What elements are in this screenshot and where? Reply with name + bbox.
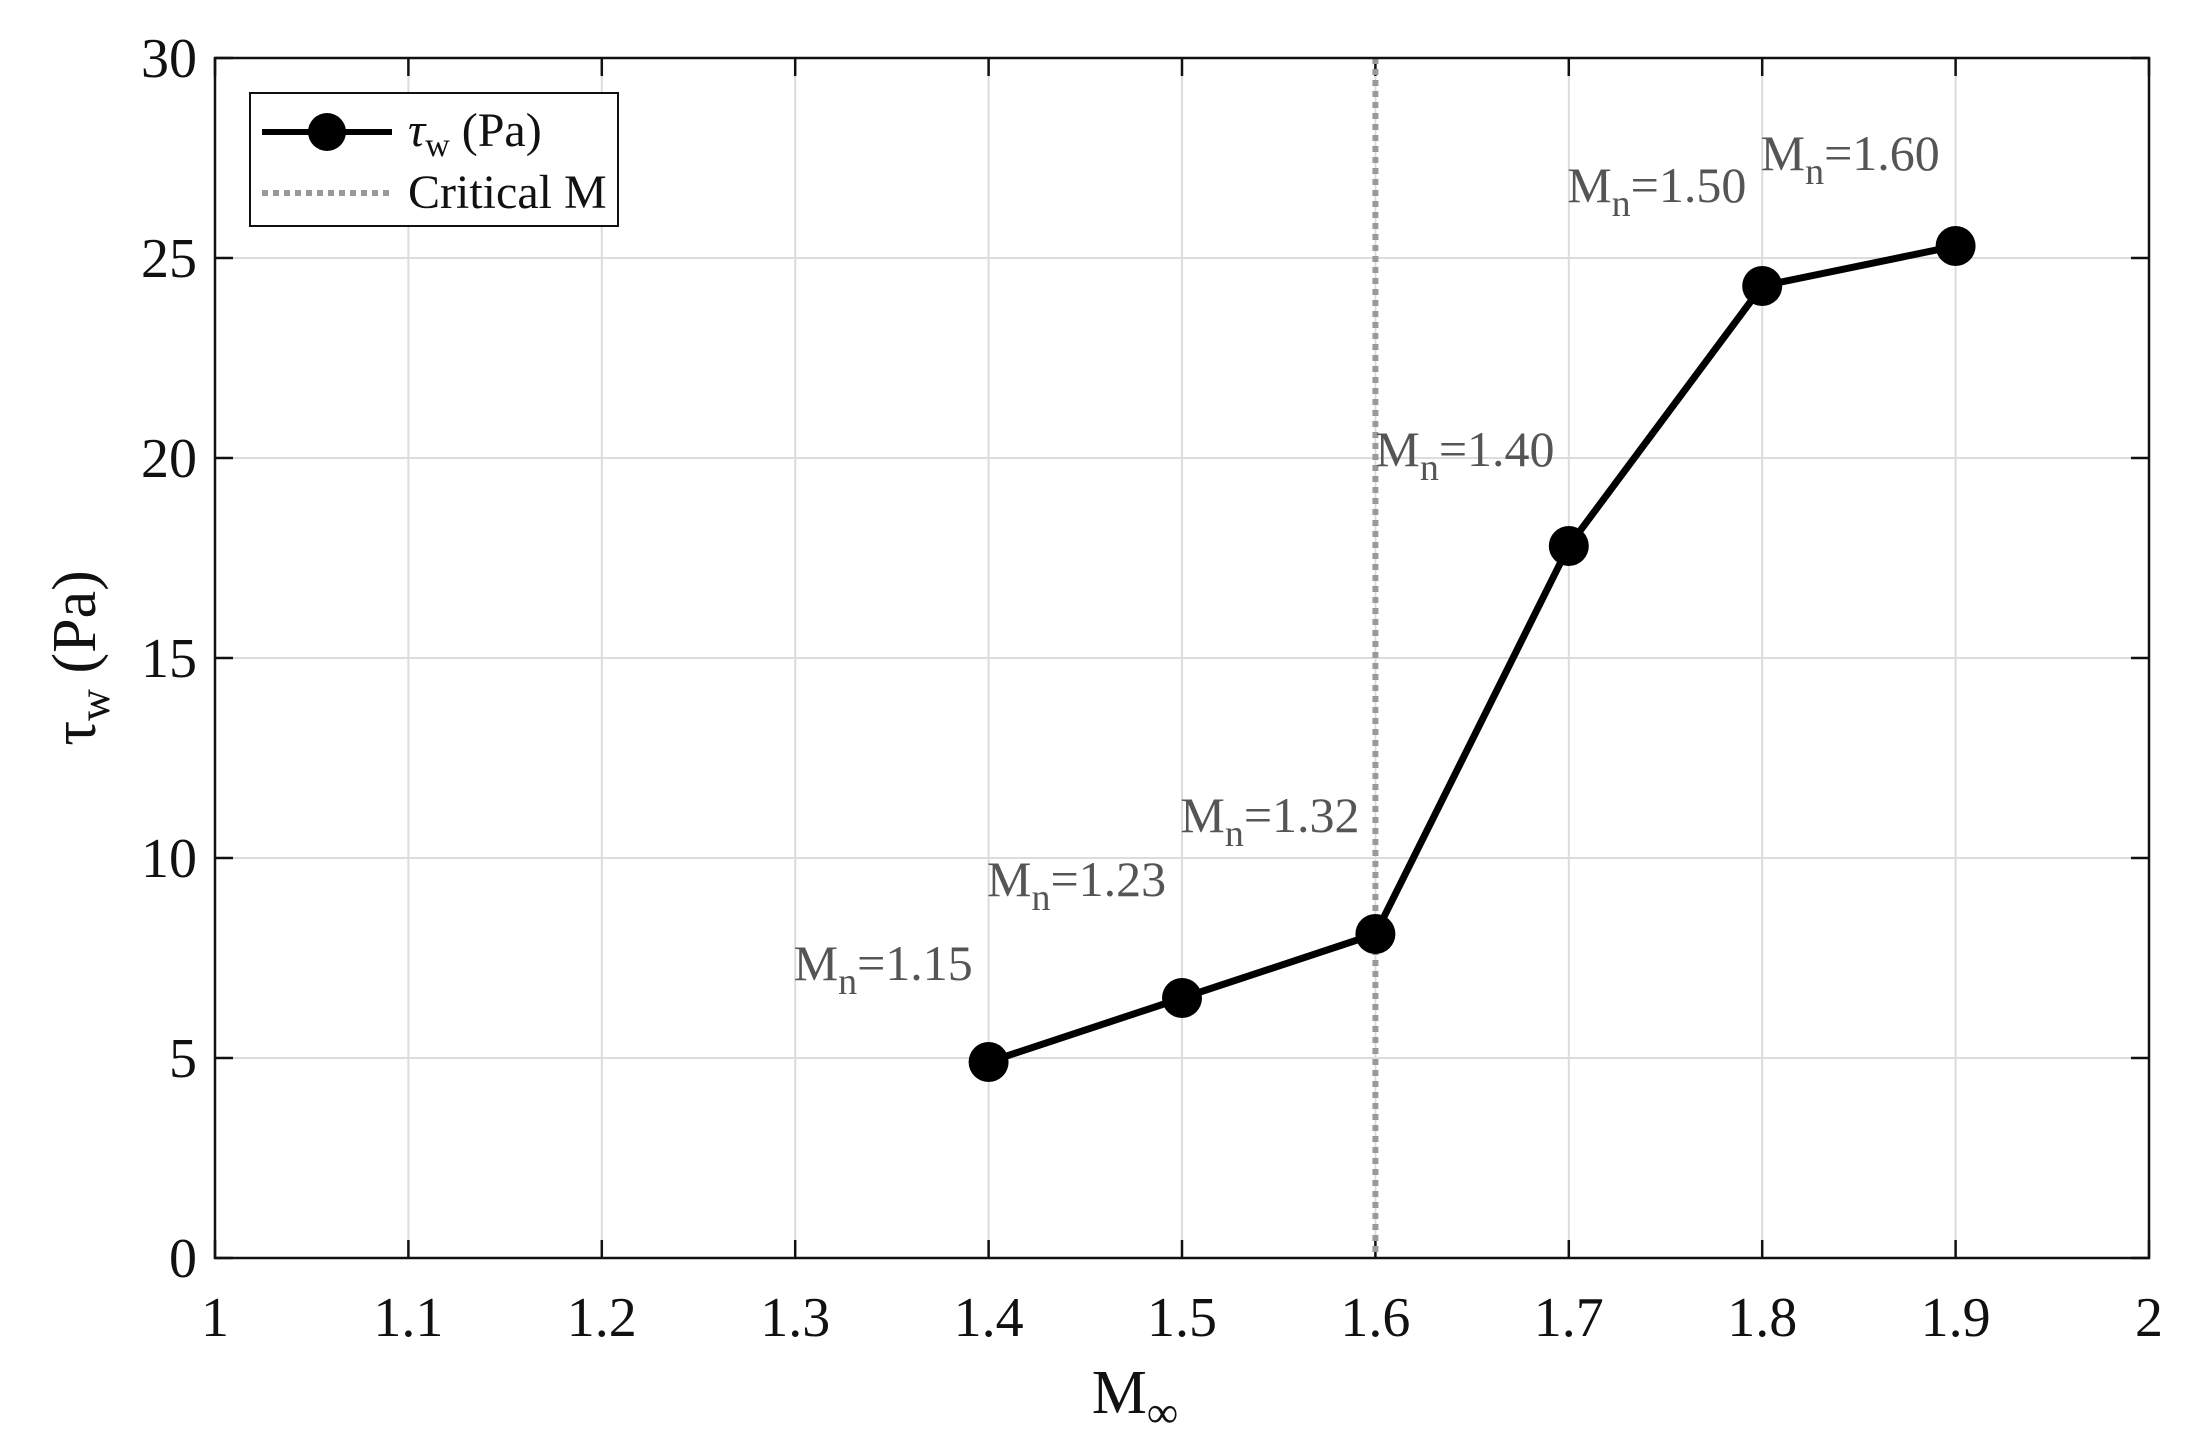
x-axis-label-main: M <box>1092 1359 1147 1427</box>
legend-series-marker <box>308 113 346 151</box>
annotation-main: M <box>1567 157 1611 213</box>
y-tick-label: 30 <box>141 28 197 90</box>
annotation-value: =1.32 <box>1244 787 1360 843</box>
annotation-label: Mn=1.32 <box>1180 787 1359 855</box>
y-tick-label: 0 <box>169 1228 197 1290</box>
data-point <box>1548 526 1589 566</box>
y-tick-label: 20 <box>141 428 197 490</box>
series-line <box>987 242 1957 1066</box>
annotation-sub: n <box>1225 813 1244 855</box>
x-tick-label: 1.4 <box>954 1287 1024 1349</box>
x-tick-label: 1.2 <box>567 1287 637 1349</box>
annotation-label: Mn=1.40 <box>1375 421 1554 489</box>
data-point <box>968 1042 1009 1082</box>
annotation-main: M <box>1375 421 1419 477</box>
annotation-sub: n <box>1031 877 1050 919</box>
data-point <box>1355 914 1396 954</box>
annotation-main: M <box>794 935 838 991</box>
y-axis-label: τw (Pa) <box>41 570 119 746</box>
x-tick-label: 1.3 <box>760 1287 830 1349</box>
legend-box <box>249 92 619 227</box>
legend-series-label: τw (Pa) <box>408 104 542 164</box>
annotation-sub: n <box>1612 183 1631 225</box>
plot-area-frame <box>213 56 2151 1260</box>
legend-series-label-main: τ <box>408 104 427 157</box>
legend: τw (Pa) Critical M <box>249 92 619 227</box>
annotation-value: =1.50 <box>1631 157 1747 213</box>
y-tick-labels: 0 5 10 15 20 25 30 <box>141 28 197 1290</box>
y-tick-label: 25 <box>141 228 197 290</box>
legend-series-label-rest: (Pa) <box>450 104 542 157</box>
x-tick-label: 1.9 <box>1921 1287 1991 1349</box>
x-tick-label: 1.7 <box>1534 1287 1604 1349</box>
y-axis-label-rest: (Pa) <box>41 570 109 689</box>
data-point <box>1935 226 1976 266</box>
data-point <box>1162 978 1202 1018</box>
annotation-main: M <box>1761 125 1805 181</box>
annotation-label: Mn=1.60 <box>1761 125 1940 193</box>
y-tick-label: 15 <box>141 628 197 690</box>
annotation-sub: n <box>1805 151 1824 193</box>
annotations: Mn=1.15Mn=1.23Mn=1.32Mn=1.40Mn=1.50Mn=1.… <box>794 125 1940 1003</box>
annotation-value: =1.23 <box>1050 851 1166 907</box>
x-tick-label: 1.6 <box>1340 1287 1410 1349</box>
annotation-value: =1.40 <box>1439 421 1555 477</box>
annotation-label: Mn=1.15 <box>794 935 973 1003</box>
x-tick-label: 1.8 <box>1727 1287 1797 1349</box>
x-axis-label-sub: ∞ <box>1147 1388 1178 1437</box>
data-point <box>1742 266 1783 306</box>
annotation-value: =1.60 <box>1824 125 1940 181</box>
y-tick-label: 5 <box>169 1028 197 1090</box>
annotation-value: =1.15 <box>857 935 973 991</box>
annotation-label: Mn=1.23 <box>987 851 1166 919</box>
y-axis-label-sub: w <box>70 689 119 721</box>
legend-series-label-sub: w <box>425 127 450 164</box>
x-tick-label: 1.1 <box>373 1287 443 1349</box>
x-tick-labels: 1 1.1 1.2 1.3 1.4 1.5 1.6 1.7 1.8 1.9 2 <box>201 1287 2163 1349</box>
annotation-main: M <box>987 851 1031 907</box>
series-layer <box>968 226 1976 1082</box>
annotation-main: M <box>1180 787 1224 843</box>
y-axis-label-main: τ <box>41 721 109 746</box>
x-tick-label: 1 <box>201 1287 229 1349</box>
x-axis-label: M∞ <box>1092 1359 1179 1437</box>
legend-critical-label: Critical M <box>408 166 607 219</box>
x-tick-label: 1.5 <box>1147 1287 1217 1349</box>
x-tick-label: 2 <box>2135 1287 2163 1349</box>
annotation-sub: n <box>838 961 857 1003</box>
annotation-sub: n <box>1420 447 1439 489</box>
annotation-label: Mn=1.50 <box>1567 157 1746 225</box>
y-tick-label: 10 <box>141 828 197 890</box>
